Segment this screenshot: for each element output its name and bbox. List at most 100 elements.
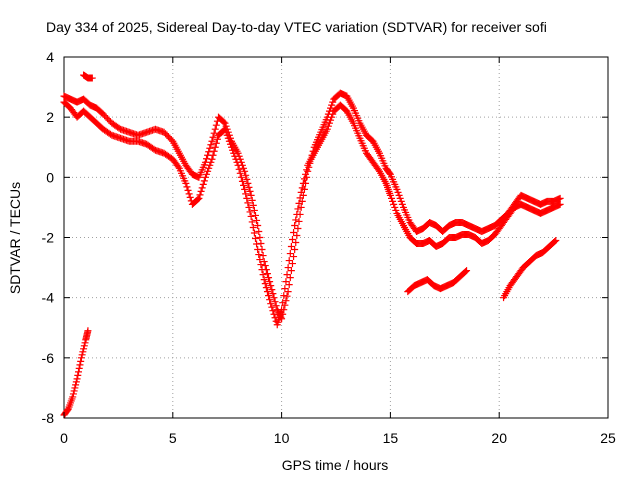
data-point-marker — [323, 125, 331, 133]
data-point-marker — [272, 302, 280, 310]
data-point-marker — [397, 197, 405, 205]
data-point-marker — [288, 260, 296, 268]
y-tick-label: -8 — [42, 410, 55, 426]
data-point-marker — [398, 200, 406, 208]
data-point-marker — [328, 101, 336, 109]
data-point-marker — [294, 224, 302, 232]
data-point-marker — [551, 238, 559, 246]
data-point-marker — [70, 387, 78, 395]
data-point-marker — [387, 194, 395, 202]
data-point-marker — [74, 371, 82, 379]
data-point-marker — [300, 175, 308, 183]
data-point-marker — [293, 231, 301, 239]
data-point-marker — [251, 235, 259, 243]
data-point-marker — [196, 191, 204, 199]
data-point-marker — [198, 184, 206, 192]
data-point-marker — [278, 306, 286, 314]
data-point-marker — [295, 199, 303, 207]
data-point-marker — [390, 200, 398, 208]
data-point-marker — [69, 393, 77, 401]
data-point-marker — [386, 191, 394, 199]
data-point-marker — [244, 179, 252, 187]
data-point-marker — [302, 170, 310, 178]
data-point-marker — [374, 166, 382, 174]
data-point-marker — [212, 121, 220, 129]
data-point-marker — [75, 364, 83, 372]
data-point-marker — [265, 292, 273, 300]
data-point-marker — [245, 203, 253, 211]
data-point-marker — [260, 276, 268, 284]
data-point-marker — [246, 187, 254, 195]
data-point-marker — [263, 270, 271, 278]
data-point-marker — [238, 177, 246, 185]
data-point-marker — [303, 166, 311, 174]
data-point-marker — [243, 194, 251, 202]
data-point-marker — [393, 185, 401, 193]
data-point-marker — [223, 131, 231, 139]
data-point-marker — [556, 194, 564, 202]
data-point-marker — [292, 239, 300, 247]
data-point-marker — [240, 164, 248, 172]
data-point-marker — [299, 179, 307, 187]
data-point-marker — [296, 194, 304, 202]
data-point-marker — [266, 296, 274, 304]
x-tick-label: 25 — [600, 430, 616, 446]
data-point-marker — [229, 146, 237, 154]
data-point-marker — [84, 327, 92, 335]
data-point-marker — [237, 173, 245, 181]
x-tick-label: 0 — [60, 430, 68, 446]
data-point-marker — [69, 390, 77, 398]
data-point-marker — [241, 185, 249, 193]
data-point-marker — [463, 267, 471, 275]
data-point-marker — [242, 171, 250, 179]
data-point-marker — [329, 98, 337, 106]
data-point-marker — [226, 140, 234, 148]
x-axis-ticks: 0 5 10 15 20 25 — [60, 57, 616, 446]
y-axis-ticks: -8 -6 -4 -2 0 2 4 — [42, 49, 608, 426]
series-main-band-b — [60, 98, 564, 329]
data-point-marker — [235, 165, 243, 173]
data-point-marker — [254, 221, 262, 229]
data-point-marker — [200, 177, 208, 185]
series-lower-right-arc — [500, 237, 560, 302]
data-point-marker — [250, 229, 258, 237]
data-point-marker — [281, 285, 289, 293]
data-point-marker — [327, 116, 335, 124]
data-point-marker — [396, 194, 404, 202]
data-point-marker — [72, 381, 80, 389]
data-point-marker — [224, 134, 232, 142]
data-point-marker — [233, 158, 241, 166]
data-point-marker — [72, 378, 80, 386]
data-point-marker — [284, 288, 292, 296]
data-point-marker — [213, 135, 221, 143]
data-point-marker — [297, 203, 305, 211]
data-point-marker — [292, 216, 300, 224]
data-point-marker — [88, 74, 96, 82]
data-point-marker — [291, 246, 299, 254]
data-point-marker — [80, 342, 88, 350]
data-point-marker — [222, 122, 230, 130]
data-point-marker — [269, 307, 277, 315]
data-point-marker — [185, 190, 193, 198]
data-point-marker — [228, 143, 236, 151]
data-point-marker — [291, 221, 299, 229]
data-point-marker — [286, 274, 294, 282]
data-point-marker — [222, 128, 230, 136]
y-tick-label: 0 — [46, 169, 54, 185]
data-point-marker — [184, 186, 192, 194]
data-point-marker — [247, 212, 255, 220]
data-point-marker — [255, 227, 263, 235]
chart-title: Day 334 of 2025, Sidereal Day-to-day VTE… — [46, 19, 547, 35]
data-point-marker — [259, 271, 267, 279]
data-point-marker — [254, 246, 262, 254]
data-point-marker — [79, 348, 87, 356]
data-point-marker — [240, 181, 248, 189]
data-point-marker — [221, 119, 229, 127]
data-point-marker — [267, 282, 275, 290]
data-point-marker — [206, 144, 214, 152]
data-point-marker — [271, 298, 279, 306]
data-point-marker — [253, 240, 261, 248]
data-point-marker — [231, 152, 239, 160]
data-point-marker — [245, 183, 253, 191]
data-point-marker — [255, 251, 263, 259]
